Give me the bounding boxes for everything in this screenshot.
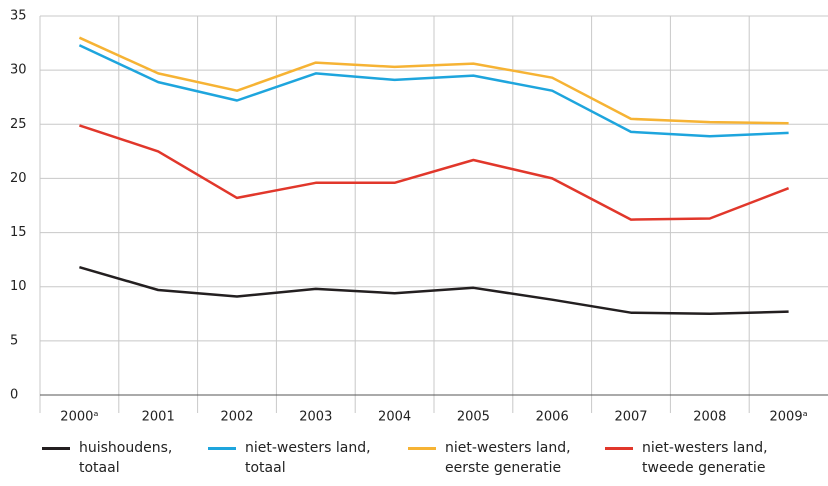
y-tick-label: 15 <box>10 225 27 240</box>
x-tick-label: 2004 <box>378 410 411 425</box>
legend-swatch <box>605 447 633 450</box>
y-tick-label: 5 <box>10 333 18 348</box>
y-tick-label: 35 <box>10 9 27 24</box>
chart: 0 5 10 15 20 25 30 35 2000ᵃ 2001 2002 2003 2004 2005 2… <box>10 9 828 425</box>
series-line <box>79 265 789 316</box>
legend-label: huishoudens, totaal <box>79 440 173 476</box>
x-tick-label: 2002 <box>220 410 253 425</box>
series-line <box>79 124 790 221</box>
legend-label: niet-westers land, eerste generatie <box>445 440 571 476</box>
legend-label: niet-westers land, totaal <box>245 440 371 476</box>
x-tick-label: 2001 <box>142 410 175 425</box>
x-tick-label: 2005 <box>457 410 490 425</box>
x-tick-label: 2000ᵃ <box>60 410 98 425</box>
y-tick-label: 10 <box>10 279 27 294</box>
legend-item: niet-westers land, tweede generatie <box>605 438 802 478</box>
x-tick-label: 2009ᵃ <box>770 410 808 425</box>
series-line <box>78 44 789 138</box>
x-tick-label: 2006 <box>536 410 569 425</box>
x-tick-label: 2007 <box>614 410 647 425</box>
y-tick-label: 0 <box>10 388 18 403</box>
series-line <box>78 36 789 125</box>
legend-label: niet-westers land, tweede generatie <box>642 440 768 476</box>
y-tick-label: 20 <box>10 171 27 186</box>
legend-swatch <box>42 447 70 450</box>
legend-item: niet-westers land, totaal <box>208 438 395 478</box>
x-tick-label: 2003 <box>299 410 332 425</box>
legend-swatch <box>208 447 236 450</box>
y-tick-label: 25 <box>10 117 27 132</box>
legend-item: niet-westers land, eerste generatie <box>408 438 595 478</box>
x-tick-label: 2008 <box>693 410 726 425</box>
y-tick-label: 30 <box>10 63 27 78</box>
legend-item: huishoudens, totaal <box>42 438 199 478</box>
legend-swatch <box>408 447 436 450</box>
